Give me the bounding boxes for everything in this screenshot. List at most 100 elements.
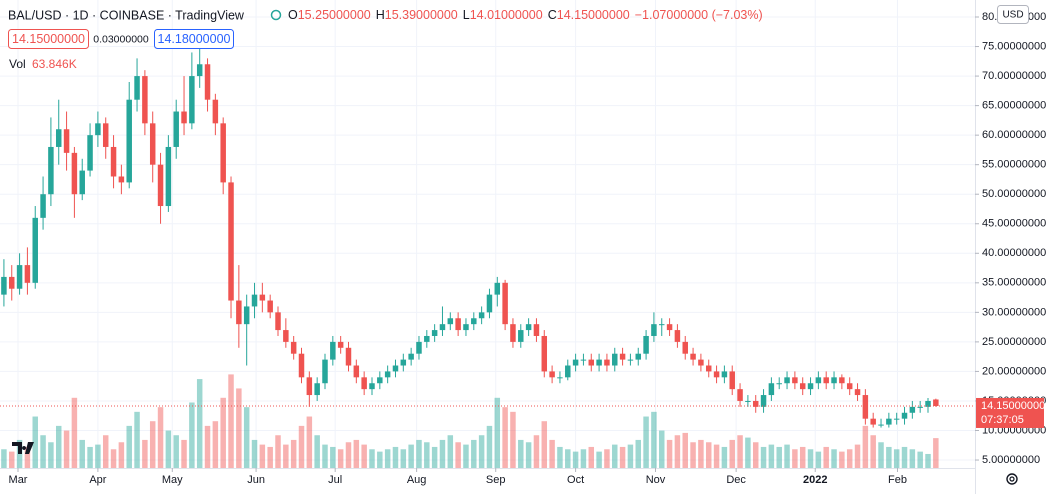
candle-body xyxy=(55,129,62,147)
candle-body xyxy=(478,312,485,319)
candle-body xyxy=(831,377,837,384)
volume-bar xyxy=(768,444,775,468)
candle-body xyxy=(627,359,634,361)
candle-body xyxy=(878,424,884,426)
volume-bar xyxy=(486,425,493,468)
volume-bar xyxy=(142,439,148,468)
volume-bar xyxy=(173,435,179,468)
symbol-title[interactable]: BAL/USD · 1D · COINBASE · TradingView xyxy=(8,8,245,22)
y-tick-label: 20.00000000 xyxy=(982,365,1046,377)
volume-bar xyxy=(839,451,845,468)
buy-price[interactable]: 14.18000000 xyxy=(158,32,231,46)
candle-body xyxy=(510,324,516,342)
volume-bar xyxy=(596,451,602,468)
candle-body xyxy=(337,341,344,348)
volume-legend: 63.846K xyxy=(32,57,77,71)
candle-body xyxy=(236,300,242,325)
volume-bar xyxy=(776,446,782,468)
x-tick-label: Mar xyxy=(9,474,28,486)
volume-bar xyxy=(126,425,132,468)
candle-body xyxy=(345,347,352,366)
volume-bar xyxy=(259,444,266,468)
buy-button[interactable] xyxy=(154,29,234,49)
candle-body xyxy=(557,377,563,379)
candle-body xyxy=(361,377,367,390)
volume-bar xyxy=(682,432,688,468)
candle-body xyxy=(776,383,782,385)
x-tick-label: Dec xyxy=(726,474,746,486)
candle-body xyxy=(173,111,179,147)
candle-body xyxy=(549,371,555,378)
candle-body xyxy=(314,383,320,396)
candle-body xyxy=(1,276,7,295)
candle-body xyxy=(9,276,15,289)
candle-body xyxy=(807,383,814,390)
y-tick-label: 5.00000000 xyxy=(982,454,1040,466)
last-price-label: 14.15000000 xyxy=(981,400,1045,412)
candle-body xyxy=(400,359,407,366)
volume-bar xyxy=(784,444,790,468)
y-tick-label: 55.00000000 xyxy=(982,159,1046,171)
volume-bar xyxy=(745,437,751,468)
y-tick-label: 25.00000000 xyxy=(982,336,1046,348)
candle-body xyxy=(447,318,454,325)
candle-body xyxy=(815,377,822,384)
sell-button[interactable] xyxy=(8,29,89,49)
candle-body xyxy=(259,294,266,301)
volume-bar xyxy=(580,449,587,468)
volume-bar xyxy=(635,439,641,468)
candle-body xyxy=(525,324,532,331)
volume-bar xyxy=(55,425,62,468)
candle-body xyxy=(666,324,673,331)
candle-body xyxy=(40,194,46,218)
candle-body xyxy=(196,64,203,77)
candle-pane xyxy=(0,46,975,428)
x-tick-label: Oct xyxy=(567,474,584,486)
volume-bar xyxy=(572,451,579,468)
volume-bar xyxy=(118,442,125,468)
volume-bar xyxy=(1,449,7,468)
tradingview-logo xyxy=(12,442,34,454)
volume-bar xyxy=(846,449,853,468)
volume-bar xyxy=(32,416,38,468)
candle-body xyxy=(290,341,297,354)
volume-bar xyxy=(854,444,861,468)
candle-body xyxy=(792,377,798,384)
candle-body xyxy=(572,359,579,366)
volume-bar xyxy=(760,446,767,468)
candle-body xyxy=(157,164,164,207)
volume-bar xyxy=(306,416,313,468)
candle-body xyxy=(682,341,688,354)
candle-body xyxy=(431,330,438,336)
volume-bar xyxy=(925,453,931,468)
candle-body xyxy=(165,146,172,207)
volume-bar xyxy=(134,411,140,468)
candle-body xyxy=(63,129,70,153)
volume-bar xyxy=(619,446,626,468)
candle-body xyxy=(893,418,900,420)
candle-body xyxy=(823,377,829,384)
settings-gear[interactable] xyxy=(1006,473,1018,485)
sell-price[interactable]: 14.15000000 xyxy=(12,32,85,46)
currency-button[interactable] xyxy=(997,5,1029,24)
volume-bar xyxy=(698,439,704,468)
candle-body xyxy=(588,359,595,366)
volume-bar xyxy=(705,442,712,468)
y-tick-label: 70.00000000 xyxy=(982,70,1046,82)
volume-bar xyxy=(361,444,367,468)
candle-body xyxy=(228,182,234,301)
volume-bar xyxy=(102,435,109,468)
ohlc-value: 15.39000000 xyxy=(385,8,458,22)
candle-body xyxy=(565,365,571,378)
ohlc-value: 14.15000000 xyxy=(557,8,630,22)
candle-body xyxy=(275,312,281,331)
volume-bar xyxy=(24,446,31,468)
candle-body xyxy=(651,324,657,336)
currency[interactable]: USD xyxy=(1002,10,1023,21)
candle-body xyxy=(862,395,869,419)
volume-bar xyxy=(510,411,516,468)
volume-bar xyxy=(243,407,250,468)
market-status[interactable] xyxy=(270,9,282,21)
candle-body xyxy=(541,335,548,372)
